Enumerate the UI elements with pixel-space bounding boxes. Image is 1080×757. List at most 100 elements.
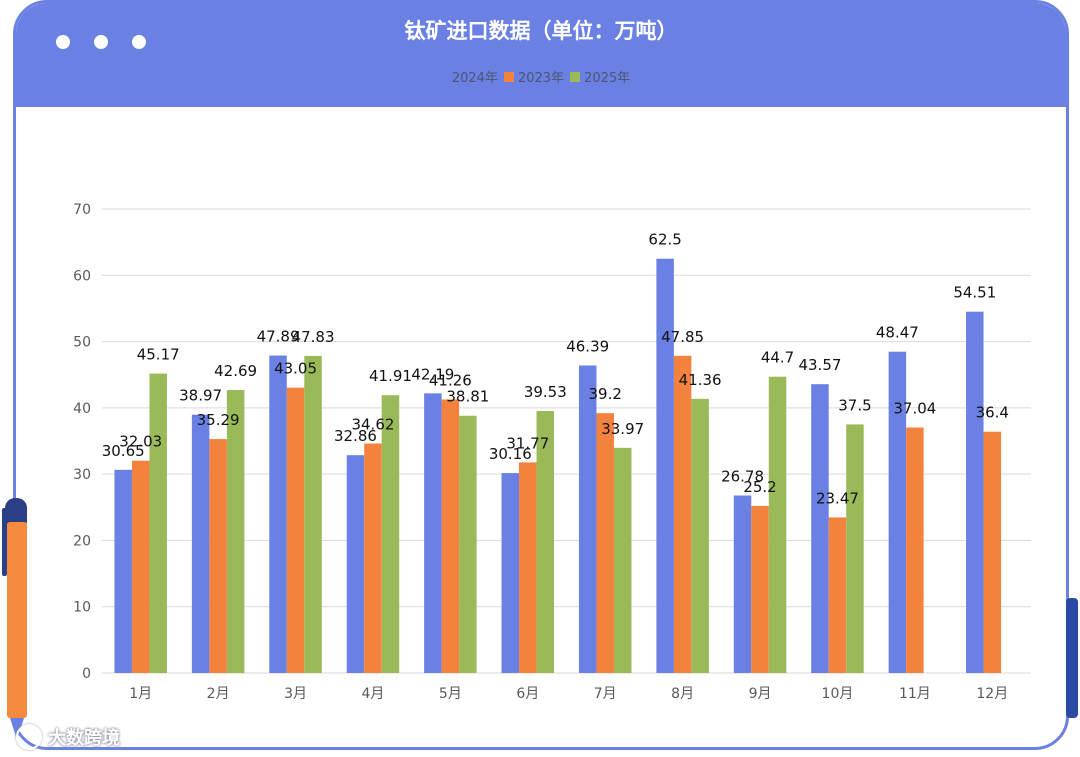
legend-label: 2024年 <box>451 71 498 86</box>
bar <box>733 495 752 673</box>
data-label: 26.78 <box>721 467 764 485</box>
data-label: 42.69 <box>214 362 257 380</box>
data-label: 30.65 <box>102 442 145 460</box>
data-label: 43.57 <box>798 356 841 374</box>
bar <box>381 395 400 673</box>
legend-item[interactable]: 2024年 <box>452 67 498 86</box>
legend-label: 2023年 <box>517 71 565 86</box>
x-tick-label: 1月 <box>129 686 152 702</box>
y-tick-label: 70 <box>73 202 91 218</box>
bar <box>691 398 709 673</box>
data-label: 39.2 <box>589 385 622 403</box>
chart-legend: 2024年 2023年 2025年 <box>16 67 1066 86</box>
legend-item[interactable]: 2023年 <box>503 67 565 86</box>
bar <box>286 387 305 673</box>
bar <box>441 399 460 673</box>
legend-item[interactable]: 2025年 <box>570 67 630 86</box>
bar <box>906 427 924 673</box>
bar <box>209 439 227 673</box>
x-tick-label: 5月 <box>439 686 462 702</box>
window-dots <box>56 35 146 49</box>
x-tick-label: 4月 <box>361 686 384 702</box>
data-label: 37.5 <box>838 396 871 414</box>
watermark-text: 大数跨境 <box>48 728 120 749</box>
data-label: 30.16 <box>489 445 532 463</box>
data-label: 38.97 <box>179 387 222 405</box>
bar <box>846 424 864 673</box>
bar <box>424 393 442 673</box>
data-label: 25.2 <box>743 478 776 496</box>
legend-label: 2025年 <box>584 71 631 86</box>
y-tick-label: 10 <box>73 600 91 616</box>
bar <box>828 517 847 673</box>
bar <box>673 355 692 673</box>
data-label: 54.51 <box>953 284 996 302</box>
window-dot <box>132 35 146 49</box>
bar <box>983 431 1002 673</box>
data-label: 31.77 <box>506 434 549 452</box>
bar <box>656 258 674 673</box>
watermark-logo-icon <box>16 724 42 750</box>
bar <box>596 413 614 673</box>
bar <box>751 505 769 673</box>
x-tick-label: 11月 <box>899 686 931 702</box>
data-label: 36.4 <box>976 404 1009 422</box>
data-label: 47.83 <box>292 328 335 346</box>
bar <box>888 351 907 673</box>
bar <box>304 355 322 673</box>
data-label: 43.05 <box>274 360 317 378</box>
data-label: 32.86 <box>334 427 377 445</box>
watermark: 大数跨境 <box>16 724 120 750</box>
bar <box>149 373 167 673</box>
pen-decoration <box>2 498 30 748</box>
x-tick-label: 9月 <box>749 686 772 702</box>
y-tick-label: 60 <box>73 268 91 284</box>
window-dot <box>56 35 70 49</box>
bar <box>519 462 537 673</box>
bar <box>346 455 365 673</box>
data-label: 42.19 <box>411 365 454 383</box>
y-tick-label: 50 <box>73 335 91 351</box>
bar <box>613 447 632 673</box>
data-label: 39.53 <box>524 383 567 401</box>
data-label: 32.03 <box>119 433 162 451</box>
x-tick-label: 10月 <box>822 686 854 702</box>
bar <box>269 355 287 673</box>
data-label: 62.5 <box>648 231 681 249</box>
data-label: 37.04 <box>893 399 936 417</box>
legend-swatch <box>503 71 514 82</box>
bar <box>364 443 382 673</box>
x-tick-label: 2月 <box>207 686 230 702</box>
data-label: 35.29 <box>197 411 240 429</box>
bar <box>536 410 555 673</box>
x-tick-label: 7月 <box>594 686 617 702</box>
y-tick-label: 20 <box>73 533 91 549</box>
bar <box>966 311 984 673</box>
bar <box>811 384 829 673</box>
y-tick-label: 30 <box>73 467 91 483</box>
data-label: 23.47 <box>816 489 859 507</box>
x-tick-label: 12月 <box>976 686 1008 702</box>
data-label: 41.26 <box>429 372 472 390</box>
data-label: 41.36 <box>679 371 722 389</box>
data-label: 44.7 <box>761 349 794 367</box>
bar <box>226 390 245 673</box>
data-label: 41.91 <box>369 367 412 385</box>
window-dot <box>94 35 108 49</box>
data-label: 47.85 <box>661 328 704 346</box>
y-tick-label: 40 <box>73 401 91 417</box>
chart-title: 钛矿进口数据（单位：万吨） <box>404 19 678 43</box>
data-label: 34.62 <box>351 416 394 434</box>
x-tick-label: 8月 <box>671 686 694 702</box>
data-label: 33.97 <box>601 420 644 438</box>
x-tick-label: 3月 <box>284 686 307 702</box>
side-tab-decoration <box>1066 598 1078 718</box>
data-label: 47.89 <box>257 328 300 346</box>
bar <box>191 414 210 673</box>
data-label: 38.81 <box>446 388 489 406</box>
data-label: 45.17 <box>137 346 180 364</box>
bar <box>768 376 787 673</box>
bar <box>578 365 597 673</box>
x-tick-label: 6月 <box>516 686 539 702</box>
